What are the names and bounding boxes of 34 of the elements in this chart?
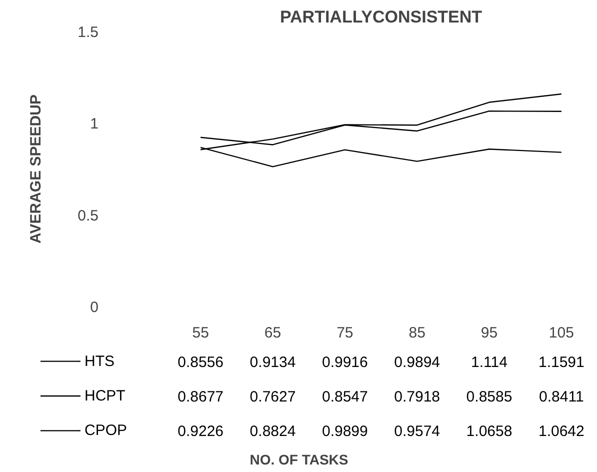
x-tick-label: 75 (336, 324, 354, 342)
data-label: 1.0642 (538, 423, 584, 440)
x-tick-label: 105 (548, 324, 574, 342)
data-label: 0.8547 (322, 388, 368, 406)
y-tick-label: 1 (90, 116, 98, 133)
data-label: 0.9574 (394, 423, 440, 440)
data-label: 0.9134 (250, 354, 296, 371)
x-tick-label: 55 (192, 324, 209, 342)
data-label: 1.0658 (466, 423, 512, 440)
text: NO. OF TASKS (250, 452, 348, 468)
x-tick-label: 65 (264, 324, 282, 342)
y-axis-title: AVERAGE SPEEDUP (28, 94, 45, 244)
legend-label: HCPT (84, 388, 126, 404)
data-label: 1.1591 (538, 354, 584, 371)
x-tick-label: 95 (480, 324, 498, 342)
data-label: 0.7627 (250, 388, 296, 406)
data-label: 0.9899 (322, 423, 368, 440)
data-label: 0.9916 (322, 354, 368, 371)
legend-label: CPOP (84, 422, 128, 440)
data-label: 0.8824 (250, 423, 296, 440)
data-label: 0.8411 (539, 388, 584, 406)
data-label: 0.7918 (394, 388, 440, 406)
data-label: 0.8585 (466, 388, 512, 406)
data-label: 0.9894 (394, 354, 440, 371)
data-label: 0.8556 (178, 354, 224, 371)
legend-label: HTS (84, 352, 114, 370)
x-tick-label: 85 (408, 324, 426, 342)
y-tick-label: 0.5 (78, 207, 99, 224)
chart-title: PARTIALLYCONSISTENT (280, 8, 483, 26)
data-label: 1.114 (471, 354, 508, 371)
data-label: 0.9226 (178, 423, 224, 440)
data-label: 0.8677 (178, 388, 224, 406)
y-tick-label: 0 (90, 299, 98, 316)
y-tick-label: 1.5 (78, 24, 99, 41)
